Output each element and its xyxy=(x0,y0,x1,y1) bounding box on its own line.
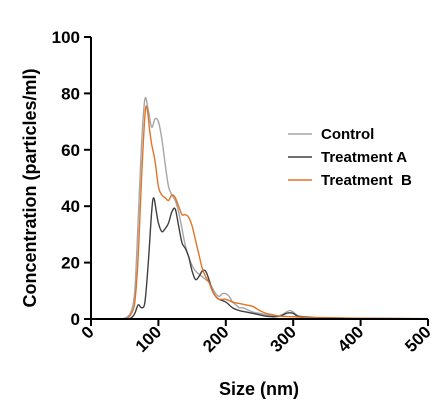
y-axis-title: Concentration (particles/ml) xyxy=(20,68,40,307)
x-tick-label: 400 xyxy=(334,322,367,355)
y-axis-ticks: 0 20 40 60 80 100 xyxy=(52,28,91,329)
series-line-treatment-b xyxy=(90,105,429,320)
y-tick-label: 60 xyxy=(61,141,80,160)
x-axis-title: Size (nm) xyxy=(219,379,299,399)
legend-label-treatment-b: Treatment B xyxy=(321,172,412,189)
legend-label-treatment-a: Treatment A xyxy=(321,149,407,166)
y-tick-label: 0 xyxy=(71,310,80,329)
series-line-control xyxy=(90,97,429,320)
y-tick-label: 80 xyxy=(61,84,80,103)
x-tick-label: 200 xyxy=(199,322,232,355)
x-tick-label: 100 xyxy=(132,322,165,355)
y-tick-label: 100 xyxy=(52,28,80,47)
series-line-treatment-a xyxy=(90,197,429,320)
x-tick-label: 500 xyxy=(401,322,434,355)
legend: Control Treatment A Treatment B xyxy=(288,126,412,189)
y-tick-label: 20 xyxy=(61,254,80,273)
plot-lines xyxy=(90,97,429,320)
axes xyxy=(90,37,428,320)
x-tick-label: 300 xyxy=(267,322,300,355)
x-tick-label: 0 xyxy=(78,322,98,342)
x-axis-ticks: 0 100 200 300 400 500 xyxy=(78,319,435,356)
legend-label-control: Control xyxy=(321,126,374,143)
y-tick-label: 40 xyxy=(61,197,80,216)
